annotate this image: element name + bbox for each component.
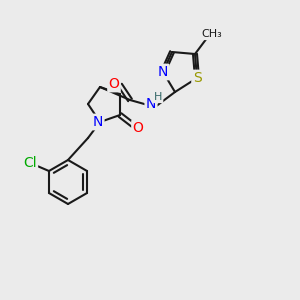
Text: N: N [158,65,168,79]
Text: N: N [93,115,103,129]
Text: S: S [193,71,201,85]
Text: O: O [133,121,143,135]
Text: N: N [146,97,156,111]
Text: H: H [154,92,162,102]
Text: Cl: Cl [23,156,37,170]
Text: CH₃: CH₃ [202,29,222,39]
Text: O: O [109,77,119,91]
